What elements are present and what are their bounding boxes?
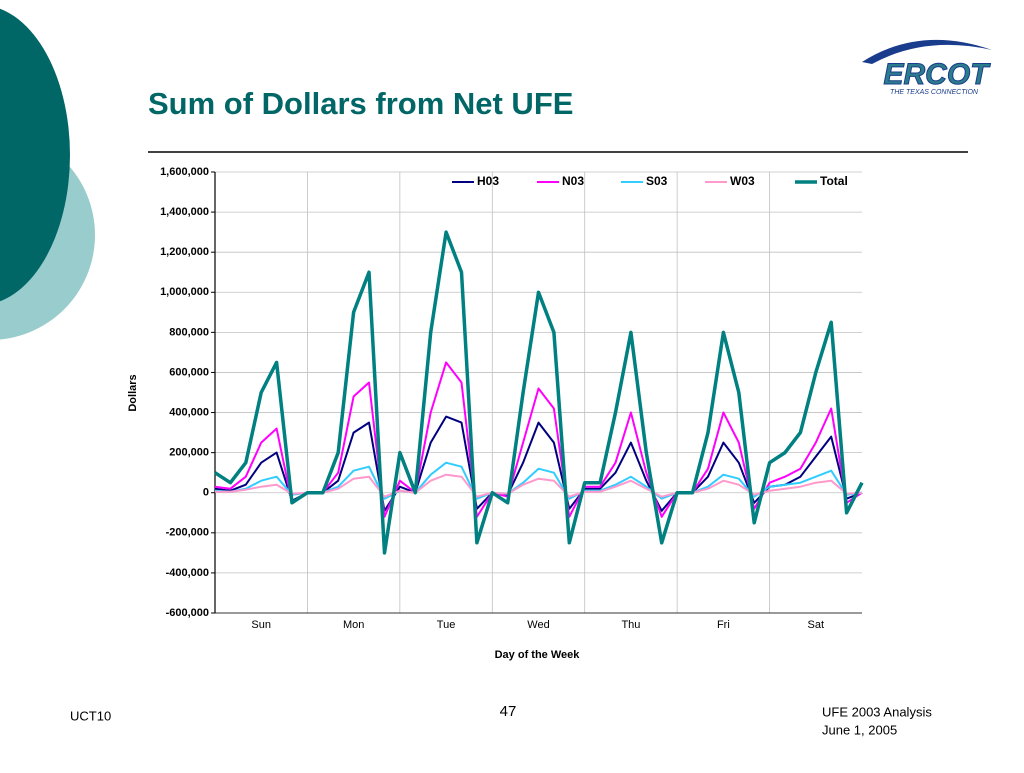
y-tick-label: 400,000 [169, 406, 209, 418]
logo-tagline: THE TEXAS CONNECTION [890, 89, 979, 96]
x-axis-title: Day of the Week [495, 649, 581, 661]
footer-right: June 1, 2005 [822, 722, 897, 737]
data-line [214, 230, 864, 555]
logo-swoosh [862, 39, 992, 64]
legend-label: H03 [477, 174, 499, 188]
y-tick-label: 1,000,000 [160, 286, 209, 298]
y-tick-label: -400,000 [166, 567, 209, 579]
x-tick-label: Mon [343, 619, 364, 631]
y-axis-title: Dollars [127, 374, 139, 411]
x-tick-label: Tue [437, 619, 456, 631]
footer-left: UCT10 [70, 708, 111, 723]
footer-right: UFE 2003 Analysis [822, 704, 932, 719]
logo-text: ERCOT [884, 58, 992, 91]
legend-label: W03 [730, 174, 755, 188]
slide-title: Sum of Dollars from Net UFE [148, 86, 573, 121]
y-tick-label: 1,200,000 [160, 246, 209, 258]
legend-label: N03 [562, 174, 584, 188]
y-tick-label: 800,000 [169, 326, 209, 338]
y-tick-label: 600,000 [169, 366, 209, 378]
y-tick-label: 200,000 [169, 447, 209, 459]
y-tick-label: -600,000 [166, 607, 209, 619]
legend-label: S03 [646, 174, 668, 188]
y-tick-label: -200,000 [166, 527, 209, 539]
page-number: 47 [500, 703, 517, 720]
x-tick-label: Thu [621, 619, 640, 631]
x-tick-label: Sat [808, 619, 825, 631]
y-tick-label: 1,600,000 [160, 166, 209, 178]
x-tick-label: Fri [717, 619, 730, 631]
decor-circle [0, 8, 70, 302]
y-tick-label: 1,400,000 [160, 206, 209, 218]
y-tick-label: 0 [203, 487, 209, 499]
x-tick-label: Wed [527, 619, 549, 631]
data-line [214, 415, 863, 512]
x-tick-label: Sun [251, 619, 271, 631]
legend-label: Total [820, 174, 848, 188]
